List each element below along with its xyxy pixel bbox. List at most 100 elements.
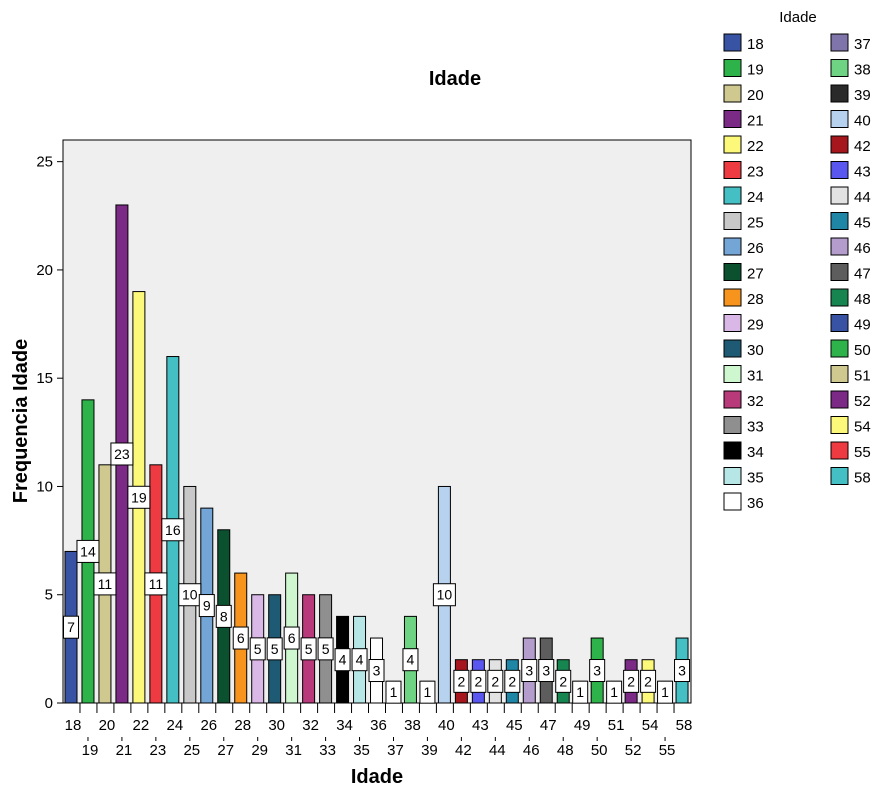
data-label: 1	[661, 684, 669, 700]
legend-swatch	[830, 110, 849, 128]
x-tick-label: 34	[336, 717, 353, 734]
legend-label: 37	[854, 36, 871, 53]
data-label: 9	[203, 598, 211, 614]
data-label-box	[232, 626, 249, 650]
legend-label: 44	[854, 189, 871, 206]
legend-swatch	[830, 186, 849, 205]
data-label-box	[674, 659, 691, 683]
legend-label: 28	[747, 291, 764, 308]
data-label-box	[334, 648, 351, 672]
legend-swatch	[830, 314, 849, 332]
legend-swatch	[830, 416, 849, 434]
data-label-box	[215, 604, 232, 628]
legend-label: 54	[854, 419, 871, 436]
legend-swatch	[830, 84, 849, 103]
legend-label: 43	[854, 164, 871, 181]
legend-label: 26	[747, 240, 764, 257]
legend-swatch	[723, 186, 742, 205]
x-tick-label: 39	[421, 742, 438, 759]
data-label: 5	[305, 641, 313, 657]
data-label: 1	[610, 684, 618, 700]
x-tick-label: 38	[404, 717, 421, 734]
data-label: 2	[474, 673, 482, 689]
data-label: 14	[80, 543, 96, 559]
x-tick-label: 29	[251, 742, 268, 759]
legend-swatch	[723, 492, 742, 511]
legend-swatch	[830, 390, 849, 409]
legend-swatch	[830, 339, 849, 358]
data-label-box	[572, 680, 589, 704]
legend-swatch	[723, 161, 742, 179]
x-tick-label: 18	[65, 717, 82, 734]
legend-swatch	[723, 110, 742, 128]
legend-swatch	[830, 263, 849, 281]
x-tick-label: 31	[285, 742, 302, 759]
data-label-box	[110, 442, 134, 466]
legend-swatch	[830, 161, 849, 179]
x-tick-label: 20	[99, 717, 116, 734]
data-label: 2	[644, 673, 652, 689]
x-tick-label: 43	[472, 717, 489, 734]
y-tick-label: 10	[36, 478, 53, 495]
data-label-box	[589, 659, 606, 683]
y-tick-label: 25	[36, 154, 53, 171]
x-tick-label: 30	[268, 717, 285, 734]
data-label: 11	[149, 576, 164, 592]
data-label: 3	[373, 663, 381, 679]
data-label: 4	[339, 652, 347, 668]
legend-label: 38	[854, 62, 871, 79]
legend-label: 36	[747, 495, 764, 512]
legend-label: 30	[747, 342, 764, 359]
x-tick-label: 58	[676, 717, 693, 734]
data-label-box	[300, 637, 317, 661]
legend-title: Idade	[779, 9, 817, 26]
legend-label: 45	[854, 215, 871, 232]
legend-label: 40	[854, 113, 871, 130]
data-label: 2	[627, 673, 635, 689]
legend-swatch	[830, 441, 849, 460]
data-label-box	[521, 659, 538, 683]
data-label: 2	[457, 673, 465, 689]
data-label-box	[351, 648, 368, 672]
data-label-box	[283, 626, 300, 650]
data-label: 11	[98, 576, 113, 592]
legend-swatch	[723, 59, 742, 77]
legend-swatch	[830, 365, 849, 383]
x-axis-label: Idade	[351, 766, 403, 788]
data-label-box	[144, 572, 168, 596]
y-tick-label: 0	[45, 695, 53, 712]
x-tick-label: 50	[591, 742, 608, 759]
legend-label: 31	[747, 368, 764, 385]
x-tick-label: 32	[302, 717, 319, 734]
legend-swatch	[723, 390, 742, 409]
x-tick-label: 44	[489, 742, 506, 759]
legend-swatch	[723, 212, 742, 230]
data-label-box	[317, 637, 334, 661]
legend-swatch	[723, 441, 742, 460]
y-tick-label: 5	[45, 587, 53, 604]
data-label: 7	[67, 619, 75, 635]
x-tick-label: 28	[234, 717, 251, 734]
legend-label: 52	[854, 393, 871, 410]
chart-title: Idade	[429, 68, 481, 90]
data-label: 3	[542, 663, 550, 679]
legend-label: 18	[747, 36, 764, 53]
legend-swatch	[830, 212, 849, 230]
data-label-box	[623, 669, 640, 693]
data-label-box	[538, 659, 555, 683]
legend-label: 35	[747, 470, 764, 487]
x-tick-label: 54	[642, 717, 659, 734]
legend-label: 33	[747, 419, 764, 436]
data-label-box	[161, 518, 185, 542]
data-label: 8	[220, 608, 228, 624]
legend-label: 23	[747, 164, 764, 181]
data-label: 1	[576, 684, 584, 700]
legend-swatch	[723, 467, 742, 485]
data-label-box	[555, 669, 572, 693]
data-label-box	[487, 669, 504, 693]
data-label-box	[453, 669, 470, 693]
x-tick-label: 27	[217, 742, 234, 759]
legend-swatch	[830, 288, 849, 307]
